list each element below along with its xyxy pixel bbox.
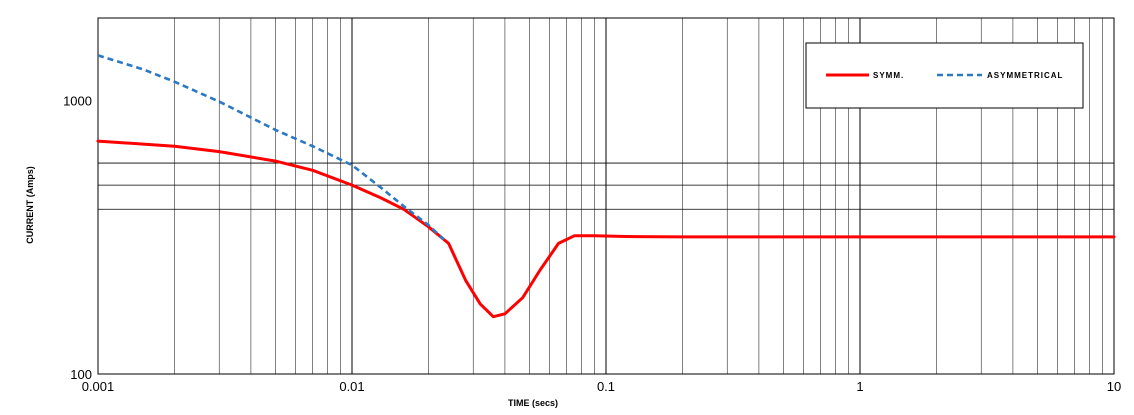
legend: SYMM. ASYMMETRICAL: [805, 42, 1084, 109]
x-tick-label: 0.001: [82, 379, 115, 394]
y-tick-label: 1000: [63, 93, 92, 108]
y-axis-title: CURRENT (Amps): [25, 166, 35, 244]
reference-lines: [98, 162, 1114, 210]
y-tick-label: 100: [70, 367, 92, 382]
plot-area-frame: [97, 17, 1115, 375]
x-tick-label: 10: [1107, 379, 1121, 394]
series-line-symm: [96, 139, 1116, 319]
tick-labels: 0.001 0.01 0.1 1 10 100 1000: [63, 93, 1121, 394]
x-tick-label: 0.1: [597, 379, 615, 394]
legend-label-asymmetrical: ASYMMETRICAL: [987, 71, 1063, 80]
series-line-asymmetrical: [97, 54, 445, 241]
grid: [97, 18, 1103, 374]
legend-box: [805, 42, 1084, 109]
series-layer: [96, 54, 1116, 319]
x-tick-label: 1: [856, 379, 863, 394]
x-axis-title: TIME (secs): [508, 398, 558, 408]
x-tick-label: 0.01: [339, 379, 364, 394]
legend-label-symm: SYMM.: [873, 71, 904, 80]
